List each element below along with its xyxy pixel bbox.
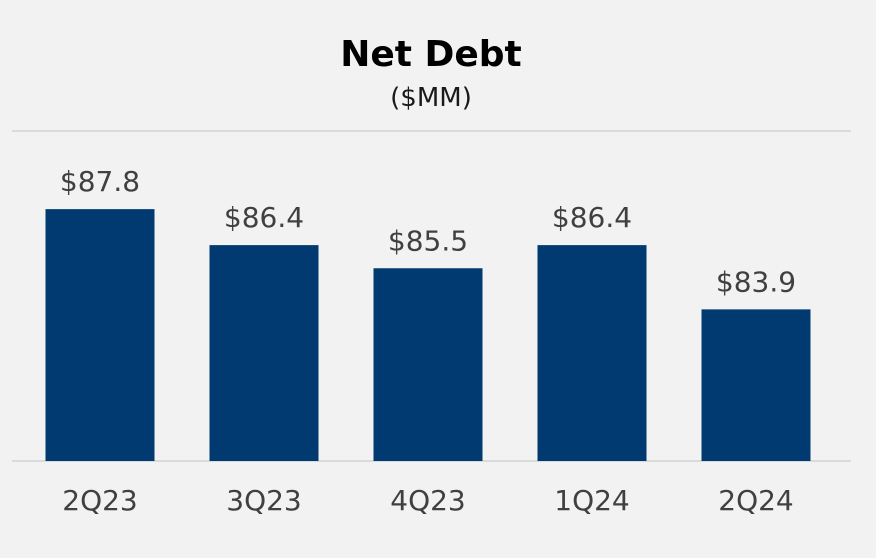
x-tick-labels-group: 2Q23 3Q23 4Q23 1Q24 2Q24	[62, 484, 793, 517]
bars-group	[45, 209, 811, 461]
bar-2q24	[701, 309, 811, 461]
data-label-4q23: $85.5	[388, 224, 468, 257]
bar-3q23	[209, 245, 319, 461]
chart-subtitle: ($MM)	[390, 83, 472, 113]
bar-4q23	[373, 268, 483, 461]
chart-title: Net Debt	[340, 34, 522, 75]
data-label-2q24: $83.9	[716, 265, 796, 298]
x-tick-label-4q23: 4Q23	[390, 484, 465, 517]
x-tick-label-1q24: 1Q24	[554, 484, 629, 517]
x-tick-label-2q23: 2Q23	[62, 484, 137, 517]
data-label-3q23: $86.4	[224, 201, 304, 234]
bar-1q24	[537, 245, 647, 461]
bar-2q23	[45, 209, 155, 461]
x-tick-label-3q23: 3Q23	[226, 484, 301, 517]
data-label-2q23: $87.8	[60, 165, 140, 198]
x-tick-label-2q24: 2Q24	[718, 484, 793, 517]
data-label-1q24: $86.4	[552, 201, 632, 234]
data-labels-group: $87.8 $86.4 $85.5 $86.4 $83.9	[60, 165, 796, 298]
